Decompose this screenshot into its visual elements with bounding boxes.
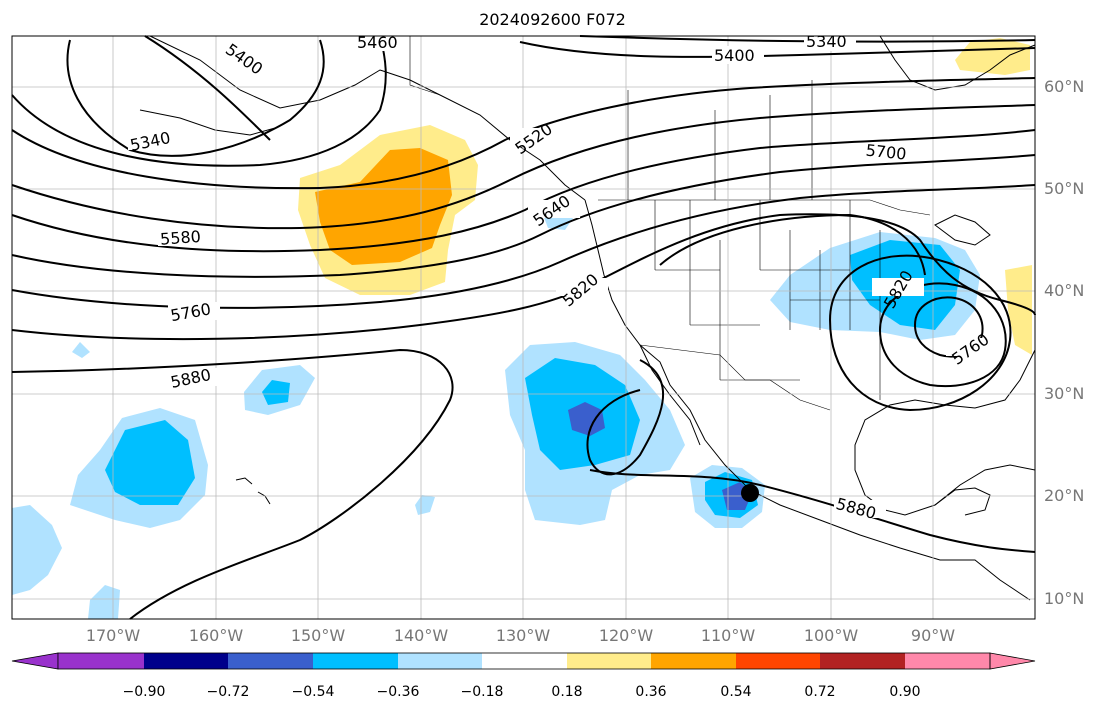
colorbar-bin [736, 653, 820, 669]
colorbar-bin [398, 653, 482, 669]
contour-5580 [11, 104, 1036, 230]
colorbar-bin [651, 653, 736, 669]
colorbar-tick-label: 0.36 [635, 684, 667, 700]
colorbar-extend-high [989, 652, 1036, 670]
state-lines-1 [654, 200, 881, 400]
colorbar-bin [567, 653, 651, 669]
alaska-canada-border [409, 36, 441, 96]
contour-5460 [11, 35, 1036, 167]
low-center-ring-1 [828, 254, 1012, 412]
colorbar-bin [482, 653, 567, 669]
storm-center-marker [741, 484, 759, 502]
contour-label: 5700 [865, 141, 907, 164]
lon-label: 170°W [85, 626, 141, 645]
colorbar-tick-label: −0.18 [460, 684, 504, 700]
contour-label: 5400 [714, 46, 755, 65]
map-frame [11, 35, 1036, 620]
negative-anomaly-small-4 [415, 495, 435, 515]
positive-anomaly-east [1005, 265, 1032, 355]
negative-anomaly-baja-core [568, 402, 605, 436]
colorbar-tick-label: 0.54 [720, 684, 752, 700]
height-contours [11, 35, 1036, 620]
colorbar-tick-label: 0.72 [804, 684, 836, 700]
contour-5880-south [589, 469, 1036, 553]
colorbar-tick-label: −0.90 [122, 684, 166, 700]
low-center-ring-3 [913, 296, 984, 358]
contour-label: 5580 [160, 227, 202, 249]
colorbar-bin [58, 653, 144, 669]
lon-label: 120°W [598, 626, 654, 645]
positive-anomaly-mid [315, 148, 452, 265]
positive-anomaly-ne [955, 38, 1030, 75]
colorbar-bin [313, 653, 398, 669]
lon-label: 150°W [290, 626, 346, 645]
colorbar-tick-label: 0.18 [551, 684, 583, 700]
great-lakes [934, 214, 991, 246]
lon-label: 100°W [803, 626, 859, 645]
negative-anomaly-small-1b [262, 380, 290, 405]
contour-5400 [144, 35, 1036, 141]
map-title: 2024092600 F072 [479, 10, 626, 29]
colorbar-tick-label: 0.90 [889, 684, 921, 700]
lat-label: 20°N [1044, 486, 1085, 505]
hudson-bay [879, 35, 1036, 91]
colorbar-bin [820, 653, 905, 669]
lon-label: 90°W [910, 626, 956, 645]
negative-anomaly-hawaii-mid [105, 420, 195, 505]
contour-5700 [11, 154, 1036, 278]
colorbar-bin [228, 653, 313, 669]
colorbar-extend-low [11, 652, 59, 670]
lat-label: 50°N [1044, 179, 1085, 198]
lon-label: 140°W [393, 626, 449, 645]
baja-peninsula [639, 344, 701, 446]
contour-label: 5340 [806, 32, 847, 51]
contour-label: 5460 [357, 33, 398, 52]
colorbar-bin [144, 653, 228, 669]
colorbar-tick-label: −0.72 [206, 684, 250, 700]
lon-label: 130°W [495, 626, 551, 645]
contour-5340 [66, 39, 325, 157]
lat-label: 30°N [1044, 384, 1085, 403]
state-lines-2 [655, 269, 880, 381]
lat-label: 40°N [1044, 281, 1085, 300]
lon-label: 110°W [700, 626, 756, 645]
colorbar-tick-label: −0.54 [291, 684, 335, 700]
lat-label: 10°N [1044, 589, 1085, 608]
lat-label: 60°N [1044, 77, 1085, 96]
colorbar [11, 652, 1036, 670]
negative-anomaly-small-2 [12, 505, 62, 595]
lon-label: 160°W [188, 626, 244, 645]
negative-anomaly-small-3 [88, 585, 120, 619]
colorbar-tick-label: −0.36 [376, 684, 420, 700]
gulf-coast [854, 349, 1036, 516]
contour-5820 [11, 213, 1036, 341]
alaska-coast [149, 35, 586, 201]
alaska-peninsula [139, 109, 276, 136]
colorbar-bin [905, 653, 990, 669]
contour-5520 [11, 77, 1036, 190]
yucatan [934, 487, 991, 516]
contour-5640 [11, 129, 1036, 253]
negative-anomaly-small-5 [72, 342, 90, 358]
